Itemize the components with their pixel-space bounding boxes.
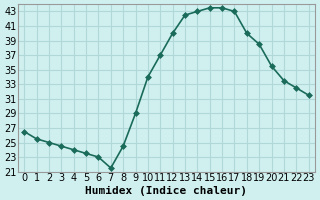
X-axis label: Humidex (Indice chaleur): Humidex (Indice chaleur) <box>85 186 247 196</box>
